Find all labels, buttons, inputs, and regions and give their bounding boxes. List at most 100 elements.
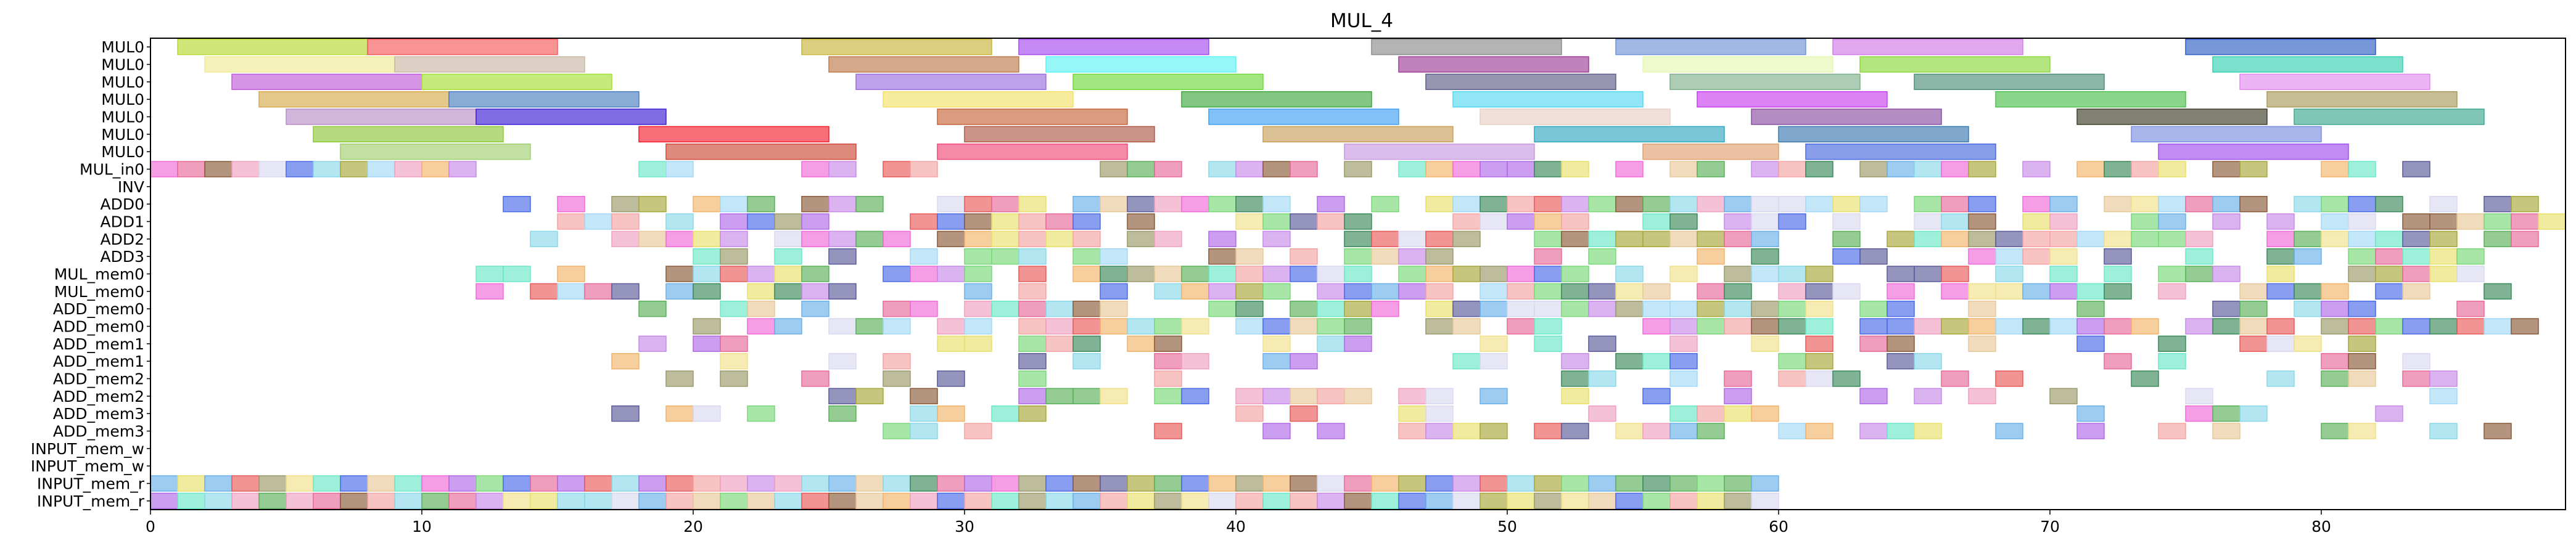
task-bar — [1425, 248, 1454, 265]
task-bar — [1724, 283, 1752, 300]
task-bar — [964, 492, 992, 510]
task-bar — [475, 475, 504, 492]
task-bar — [2158, 161, 2186, 177]
task-bar — [1507, 318, 1535, 335]
task-bar — [937, 195, 965, 213]
task-bar — [340, 475, 368, 492]
task-bar — [611, 492, 640, 510]
task-bar — [1615, 300, 1644, 317]
task-bar — [964, 230, 992, 248]
task-bar — [2185, 230, 2213, 248]
task-bar — [2348, 230, 2376, 248]
task-bar — [2511, 195, 2539, 213]
task-bar — [2375, 405, 2403, 422]
task-bar — [2104, 266, 2132, 282]
task-bar — [503, 195, 531, 213]
task-bar — [1127, 335, 1155, 352]
task-bar — [2456, 300, 2485, 317]
task-bar — [557, 492, 585, 510]
task-bar — [1127, 195, 1155, 213]
task-bar — [2429, 248, 2458, 265]
task-bar — [1642, 56, 1833, 73]
task-bar — [1561, 266, 1589, 282]
task-bar — [2022, 161, 2051, 177]
task-bar — [2483, 213, 2512, 230]
task-bar — [1262, 423, 1291, 439]
y-tick-label: ADD_mem2 — [53, 370, 144, 388]
task-bar — [964, 423, 992, 439]
task-bar — [1344, 161, 1372, 177]
task-bar — [177, 492, 205, 510]
task-bar — [1968, 248, 1996, 265]
task-bar — [1045, 388, 1074, 405]
task-bar — [1669, 161, 1698, 177]
task-bar — [1262, 475, 1291, 492]
task-bar — [1398, 230, 1426, 248]
task-bar — [1045, 318, 1074, 335]
y-tick-label: ADD2 — [100, 230, 144, 248]
task-bar — [638, 475, 667, 492]
task-bar — [1669, 492, 1698, 510]
task-bar — [1642, 475, 1671, 492]
task-bar — [1452, 266, 1481, 282]
task-bar — [394, 492, 422, 510]
task-bar — [1371, 248, 1399, 265]
task-bar — [2266, 318, 2295, 335]
task-bar — [665, 213, 694, 230]
task-bar — [2104, 248, 2132, 265]
task-bar — [1507, 161, 1535, 177]
task-bar — [1914, 73, 2105, 91]
task-bar — [1561, 283, 1589, 300]
task-bar — [1208, 195, 1237, 213]
y-tick-label: ADD_mem1 — [53, 352, 144, 370]
task-bar — [2375, 230, 2403, 248]
task-bar — [1995, 91, 2186, 108]
task-bar — [1642, 300, 1671, 317]
task-bar — [1208, 248, 1237, 265]
task-bar — [1127, 230, 1155, 248]
task-bar — [2104, 352, 2132, 370]
task-bar — [638, 230, 667, 248]
task-bar — [1425, 195, 1454, 213]
task-bar — [2185, 266, 2213, 282]
task-bar — [1697, 230, 1725, 248]
task-bar — [1479, 266, 1508, 282]
task-bar — [2429, 370, 2458, 387]
task-bar — [774, 283, 802, 300]
task-bar — [1072, 266, 1101, 282]
task-bar — [1018, 213, 1047, 230]
task-bar — [1588, 405, 1616, 422]
task-bar — [1018, 300, 1047, 317]
task-bar — [2076, 283, 2105, 300]
task-bar — [1398, 161, 1426, 177]
task-bar — [1995, 248, 2023, 265]
task-bar — [1317, 266, 1345, 282]
task-bar — [720, 352, 748, 370]
task-bar — [1371, 300, 1399, 317]
task-bar — [1344, 318, 1372, 335]
task-bar — [611, 475, 640, 492]
task-bar — [910, 388, 938, 405]
task-bar — [2266, 335, 2295, 352]
task-bar — [1751, 161, 1779, 177]
task-bar — [1452, 492, 1481, 510]
task-bar — [2429, 423, 2458, 439]
task-bar — [828, 475, 857, 492]
task-bar — [1425, 492, 1454, 510]
task-bar — [828, 318, 857, 335]
task-bar — [475, 266, 504, 282]
task-bar — [2158, 352, 2186, 370]
task-bar — [1317, 492, 1345, 510]
task-bar — [1887, 283, 1915, 300]
task-bar — [1479, 108, 1671, 125]
task-bar — [2131, 230, 2159, 248]
task-bar — [1642, 283, 1671, 300]
task-bar — [1018, 195, 1047, 213]
task-bar — [1208, 492, 1237, 510]
task-bar — [1534, 213, 1562, 230]
task-bar — [2239, 195, 2268, 213]
task-bar — [1371, 475, 1399, 492]
task-bar — [204, 492, 232, 510]
task-bar — [2266, 266, 2295, 282]
task-bar — [937, 266, 965, 282]
